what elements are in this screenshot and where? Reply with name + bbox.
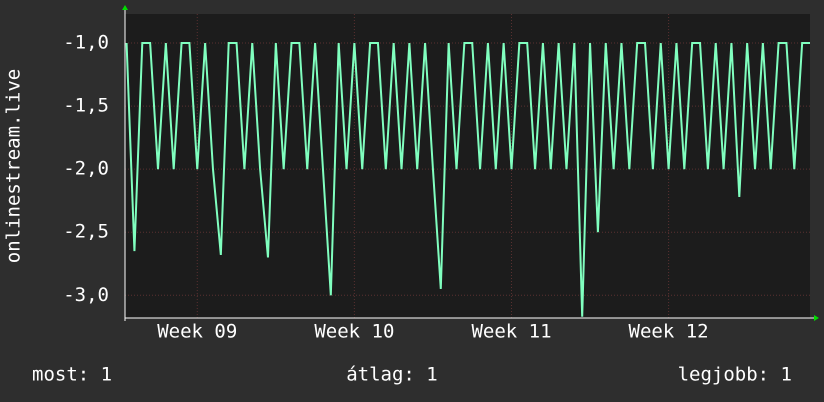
y-tick-label: -1,5 (63, 95, 109, 117)
x-axis-arrow (814, 315, 819, 321)
x-tick-label: Week 10 (314, 321, 394, 343)
y-tick-label: -2,0 (63, 158, 109, 180)
y-tick-label: -2,5 (63, 221, 109, 243)
stat-max: legjobb: 1 (678, 364, 792, 386)
stat-average: átlag: 1 (346, 364, 438, 386)
y-axis-arrow (122, 5, 128, 10)
x-tick-label: Week 11 (471, 321, 551, 343)
y-axis-label: onlinestream.live (3, 69, 25, 263)
x-tick-label: Week 12 (629, 321, 709, 343)
plot-area (125, 14, 810, 318)
stat-current: most: 1 (32, 364, 112, 386)
y-tick-label: -3,0 (63, 284, 109, 306)
data-line (125, 42, 810, 317)
x-tick-label: Week 09 (157, 321, 237, 343)
y-tick-label: -1,0 (63, 32, 109, 54)
